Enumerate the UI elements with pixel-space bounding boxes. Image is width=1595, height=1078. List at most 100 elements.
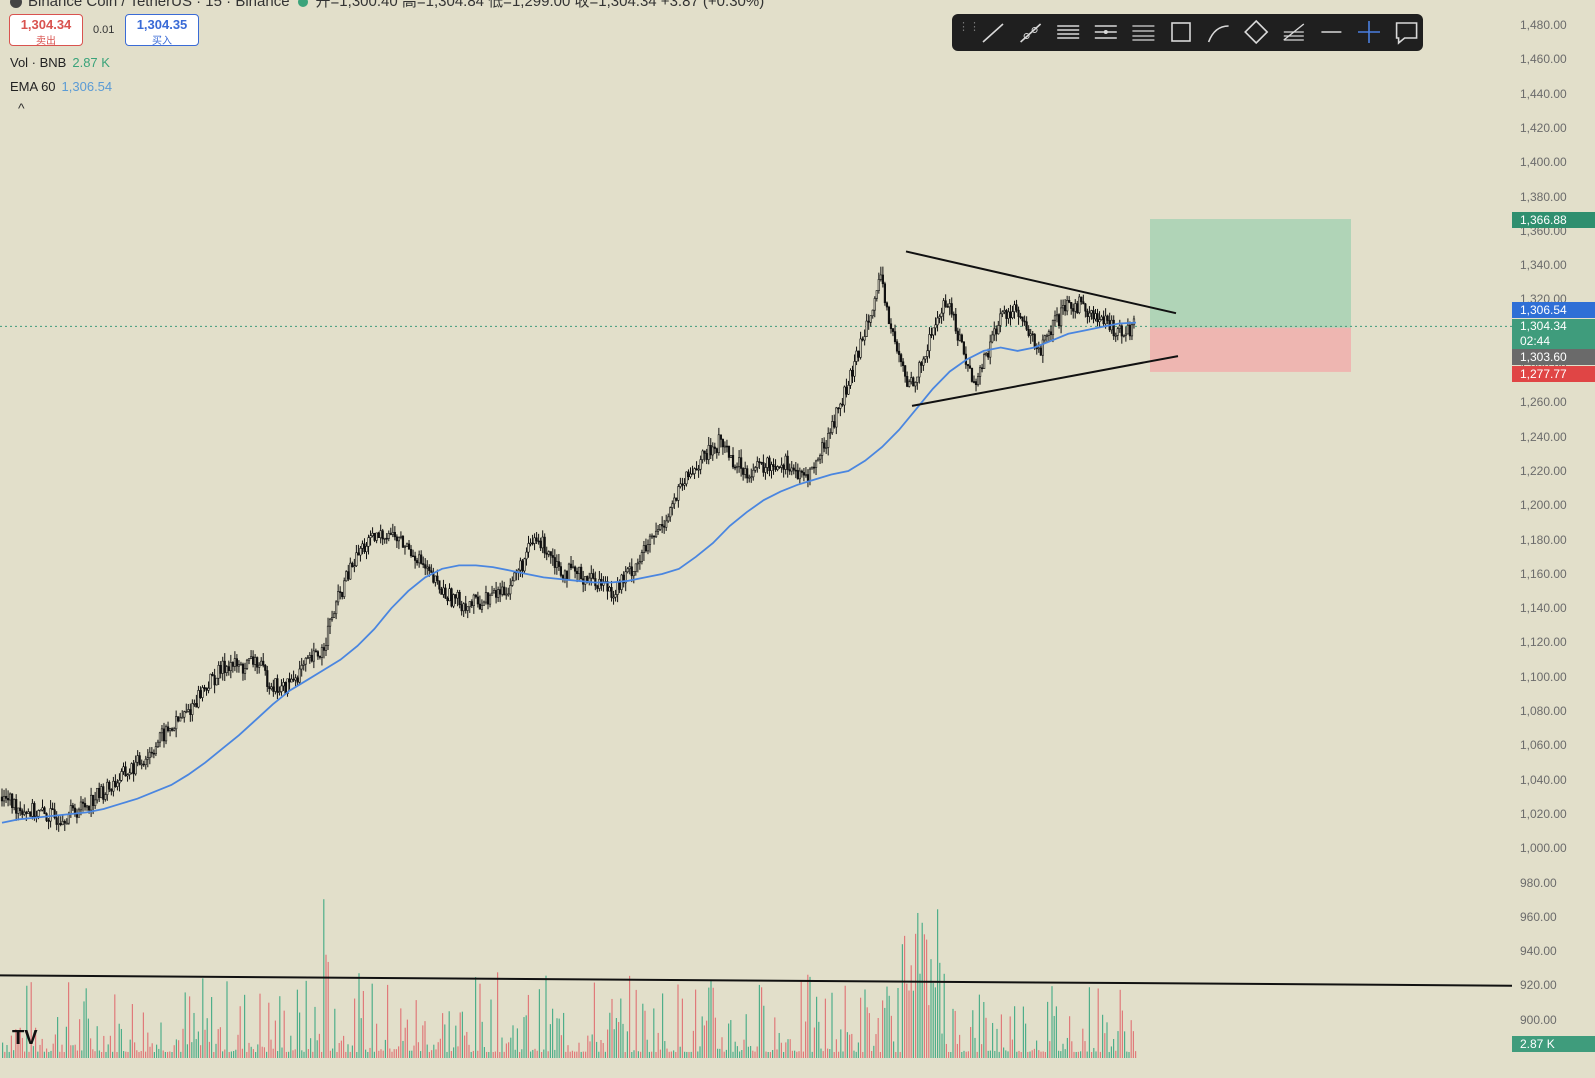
candle-body [420,554,423,564]
sell-button[interactable]: 1,304.34 卖出 [9,14,83,47]
volume-bar [215,1043,217,1058]
volume-bar [695,989,697,1058]
volume-bar [116,1051,118,1058]
volume-bar [54,1034,56,1058]
chart-area[interactable] [0,0,1540,1078]
volume-bar [875,1034,877,1058]
drawing-toolbar[interactable]: ⋮⋮ [952,14,1423,51]
volume-bar [136,1050,138,1058]
candle-body [43,807,46,814]
comment-icon[interactable] [1395,22,1418,45]
candle-body [201,687,204,698]
candle-body [199,690,202,698]
price-axis[interactable]: 1,480.00 1,460.00 1,440.00 1,420.00 1,400.00… [1512,0,1595,1078]
volume-bar [923,934,925,1058]
candle-body [928,334,931,352]
candle-body [578,566,581,575]
rectangle-icon[interactable] [1171,22,1191,42]
volume-bar [857,1042,859,1058]
price-chart[interactable] [0,0,1512,1078]
price-tick-label: 1,200.00 [1520,498,1567,513]
candle-body [357,552,360,556]
candle-body [162,728,166,742]
polygon-icon[interactable] [1244,19,1269,45]
candle-body [723,445,727,448]
volume-bar [710,979,712,1058]
collapse-legend-button[interactable]: ^ [18,100,25,116]
volume-bar [503,1051,505,1058]
volume-bar [334,1008,336,1058]
candle-body [879,274,882,280]
volume-bar [52,1043,54,1058]
candle-body [501,586,504,595]
candle-body [914,382,917,387]
candle-body [241,663,245,674]
volume-bar [723,1051,725,1058]
ray-icon[interactable] [1020,23,1042,43]
volume-bar [860,997,862,1058]
candle-body [320,647,324,658]
candle-body [930,334,933,336]
volume-indicator-legend[interactable]: Vol · BNB 2.87 K [10,55,110,70]
volume-bar [824,998,826,1058]
candle-body [851,369,854,377]
volume-bar [967,1051,969,1058]
volume-bar [1000,1014,1002,1058]
candle-body [1047,331,1051,336]
candle-body [67,813,70,824]
candle-body [519,560,522,571]
candle-body [268,686,271,690]
candle-body [138,755,141,765]
candle-body [436,575,439,581]
regression-channel-icon[interactable] [1094,25,1117,39]
volume-bar [1042,1051,1044,1058]
volume-bar [791,1050,793,1058]
volume-bar [877,1018,879,1058]
candle-body [166,726,170,732]
symbol-legend[interactable]: Binance Coin / TetherUS · 15 · Binance 开=… [10,0,764,11]
brush-icon[interactable] [1207,25,1229,43]
candle-body [995,328,998,335]
crosshair-icon[interactable] [1358,21,1380,43]
buy-label: 买入 [152,36,172,47]
candle-body [326,625,330,646]
candle-body [282,682,285,687]
volume-bar [1016,1051,1018,1058]
candle-body [187,709,190,712]
ema-indicator-legend[interactable]: EMA 60 1,306.54 [10,79,112,94]
candle-body [181,716,184,719]
candle-body [355,552,358,567]
candle-body [650,535,654,538]
gann-fan-icon[interactable] [1283,23,1305,41]
volume-bar [178,1040,180,1058]
volume-bar [26,985,28,1058]
candle-body [523,558,526,572]
trend-line-icon[interactable] [982,23,1004,43]
candle-body [213,675,216,686]
price-tick-label: 1,440.00 [1520,86,1567,101]
candle-body [758,461,761,463]
volume-bar [1093,1047,1095,1058]
fib-retracement-icon[interactable] [1132,25,1155,41]
parallel-channel-icon[interactable] [1057,25,1080,39]
volume-bar [776,1049,778,1058]
volume-bar [127,1051,129,1058]
candle-body [65,822,68,825]
candle-body [507,593,510,596]
candle-body [675,497,678,501]
candle-body [345,571,348,582]
candle-body [488,594,492,605]
candle-body [450,588,453,607]
candle-body [1029,333,1032,336]
volume-bar [527,994,529,1058]
volume-bar [395,1049,397,1058]
volume-bar [191,1042,193,1058]
volume-bar [505,1043,507,1058]
volume-bar [622,1023,624,1058]
buy-button[interactable]: 1,304.35 买入 [125,14,199,47]
volume-bar [1069,1016,1071,1058]
candle-body [687,471,690,478]
volume-bar [391,1051,393,1058]
volume-bar [805,1021,807,1058]
candle-body [695,468,698,471]
